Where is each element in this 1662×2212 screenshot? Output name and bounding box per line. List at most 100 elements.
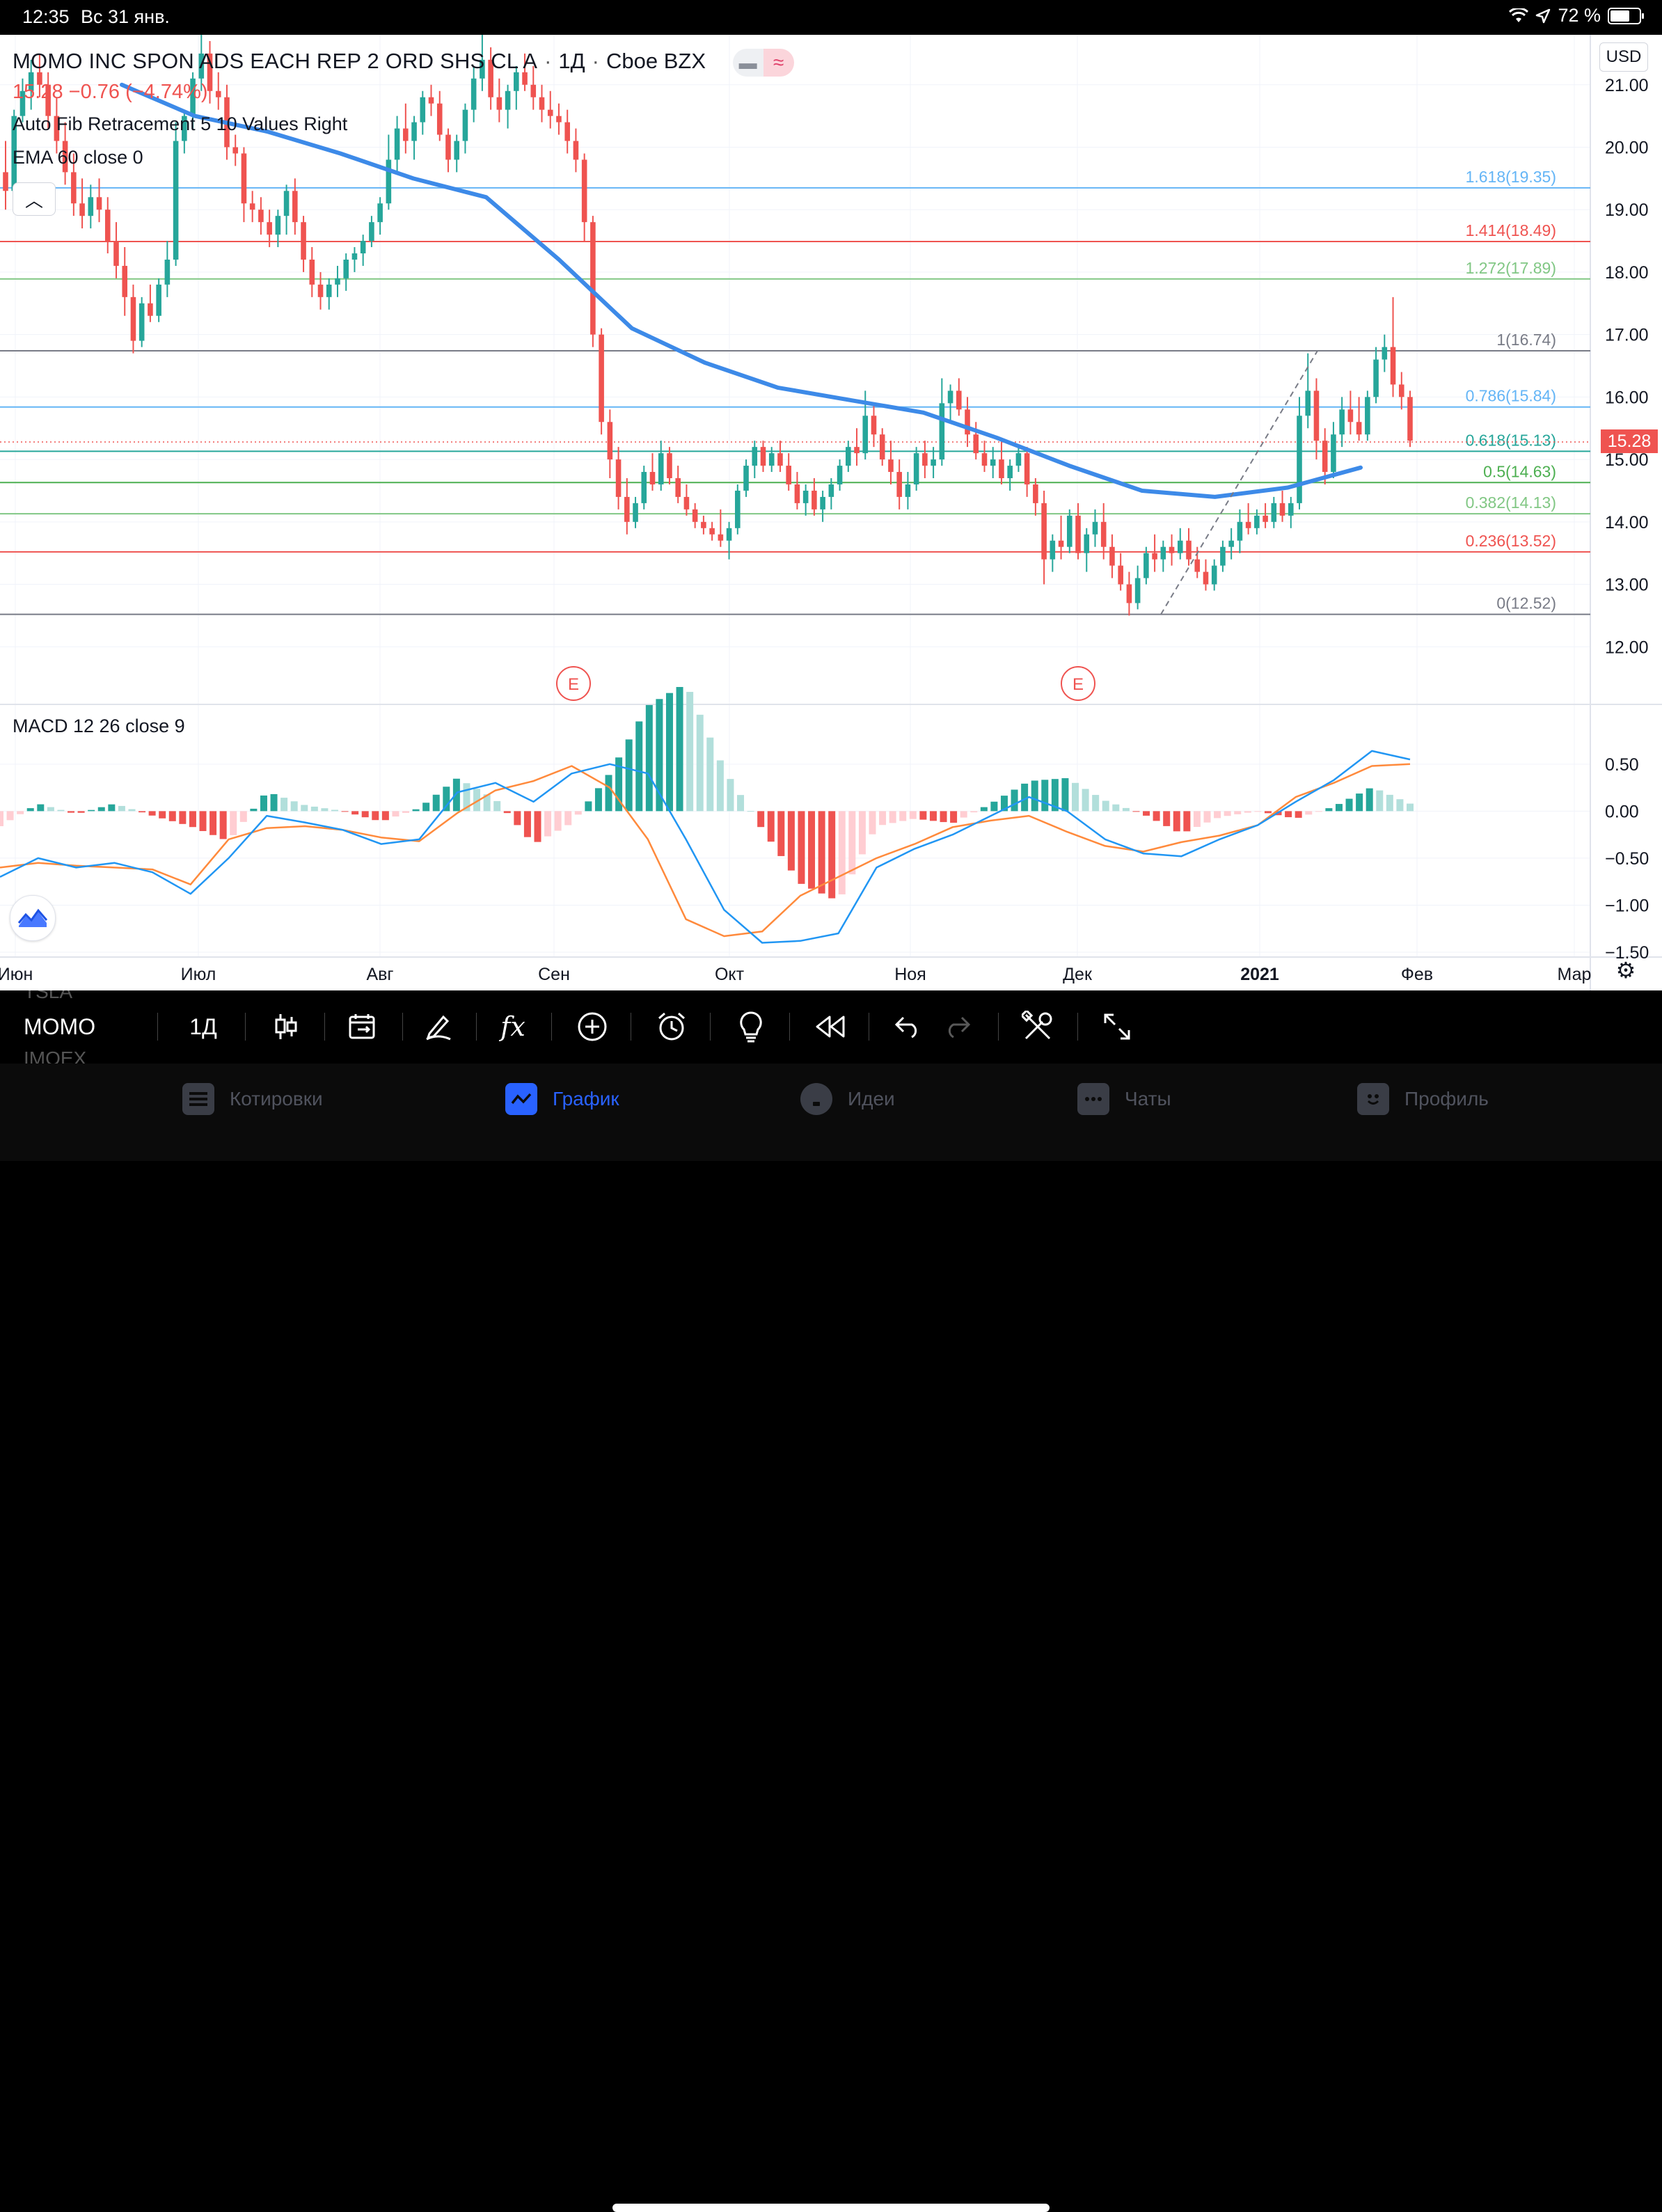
symbol-next[interactable]: IMOEX [24, 1048, 87, 1064]
macd-histogram-bar [503, 811, 511, 814]
candle-down [104, 210, 111, 242]
candle-up [275, 216, 281, 235]
chart-canvas[interactable]: 1.618(19.35) 1.414(18.49) 1.272(17.89) 1(16… [0, 35, 1662, 990]
candle-down [888, 459, 894, 473]
macd-histogram-bar [848, 811, 856, 875]
fx-icon[interactable]: fx [500, 1011, 525, 1042]
macd-histogram-bar [1244, 811, 1251, 813]
candle-down [96, 197, 102, 210]
candle-down [615, 459, 622, 497]
tab-chart-label: График [553, 1088, 619, 1109]
location-icon [1536, 8, 1551, 23]
tab-chats[interactable]: Чаты [1077, 1082, 1171, 1116]
tools-icon[interactable] [1020, 1006, 1055, 1048]
macd-histogram-bar [372, 811, 379, 821]
symbol-current[interactable]: MOMO [24, 1014, 96, 1039]
lightbulb-icon[interactable] [734, 1006, 768, 1048]
status-time: 12:35 [22, 6, 70, 27]
macd-histogram-bar [118, 805, 125, 812]
macd-histogram-bar [1132, 811, 1140, 812]
symbol-title[interactable]: MOMO INC SPON ADS EACH REP 2 ORD SHS CL … [13, 49, 538, 73]
candle-up [828, 484, 834, 497]
macd-histogram-bar [1183, 811, 1191, 832]
candle-down [403, 128, 409, 141]
candle-up [386, 159, 392, 204]
candle-down [232, 147, 239, 154]
price-axis-label: 17.00 [1605, 326, 1649, 345]
compare-toggle[interactable]: ▬ ≈ [732, 48, 794, 77]
battery-icon [1608, 7, 1644, 24]
macd-histogram-bar [858, 811, 866, 855]
time-axis-label: Мар [1558, 965, 1592, 984]
candle-up [360, 241, 366, 254]
symbol-prev[interactable]: TSLA [24, 990, 73, 1002]
tab-profile-label: Профиль [1404, 1088, 1489, 1109]
plus-circle-icon[interactable] [575, 1006, 610, 1048]
tab-chart[interactable]: График [505, 1082, 619, 1116]
collapse-legend-button[interactable]: ︿ [13, 182, 56, 216]
undo-icon[interactable] [892, 1006, 923, 1048]
candle-up [1373, 359, 1379, 397]
macd-histogram-bar [1386, 794, 1393, 812]
macd-legend[interactable]: MACD 12 26 close 9 [13, 716, 185, 736]
redo-icon[interactable] [942, 1006, 973, 1048]
candle-down [130, 297, 136, 341]
candle-down [1347, 409, 1354, 422]
candle-down [1390, 347, 1396, 385]
macd-histogram-bar [1102, 800, 1109, 812]
symbol-picker[interactable]: TSLA MOMO IMOEX [24, 990, 135, 1064]
candle-down [445, 134, 451, 160]
replay-calendar-icon[interactable] [345, 1006, 380, 1048]
fib-level-label: 1.414(18.49) [1466, 221, 1556, 239]
macd-histogram-bar [1295, 811, 1302, 818]
macd-histogram-bar [341, 811, 349, 812]
candle-down [701, 521, 706, 528]
candle-up [820, 496, 825, 509]
interval-button[interactable]: 1Д [189, 1013, 217, 1039]
battery-percent: 72 % [1558, 5, 1601, 26]
bottom-tab-bar: Котировки График Идеи Чаты Профиль [0, 1064, 1662, 2212]
macd-histogram-bar [1031, 780, 1038, 812]
macd-histogram-bar [564, 811, 572, 825]
pen-icon[interactable] [420, 1006, 455, 1048]
fullscreen-icon[interactable] [1100, 1006, 1134, 1048]
macd-histogram-bar [270, 793, 278, 812]
settings-gear-icon[interactable]: ⚙ [1615, 958, 1636, 983]
candle-down [1313, 390, 1320, 441]
candle-down [1322, 441, 1328, 473]
candle-up [1007, 466, 1013, 479]
price-axis-label: 19.00 [1605, 200, 1649, 220]
chart-area[interactable]: 1.618(19.35) 1.414(18.49) 1.272(17.89) 1(16… [0, 35, 1662, 990]
candle-down [1194, 559, 1201, 572]
candle-up [190, 78, 196, 116]
macd-axis-label: −1.50 [1605, 943, 1649, 963]
candle-up [283, 191, 290, 216]
time-axis-label: Дек [1063, 965, 1093, 984]
price-axis-label: 18.00 [1605, 263, 1649, 283]
minus-icon[interactable]: ▬ [732, 48, 763, 77]
tab-ideas-label: Идеи [848, 1088, 895, 1109]
tab-ideas[interactable]: Идеи [800, 1082, 895, 1116]
rewind-icon[interactable] [812, 1006, 848, 1048]
candle-up [164, 259, 171, 285]
candle-up [726, 528, 732, 541]
candle-down [1203, 571, 1209, 585]
approx-icon[interactable]: ≈ [763, 48, 794, 77]
indicator-ema-label[interactable]: EMA 60 close 0 [13, 147, 143, 168]
tab-profile[interactable]: Профиль [1357, 1082, 1489, 1116]
ema-line [120, 82, 1363, 499]
tradingview-logo-icon[interactable] [10, 895, 56, 941]
candle-down [1100, 521, 1107, 547]
tab-quotes[interactable]: Котировки [182, 1082, 323, 1116]
earnings-marker-label: E [1073, 675, 1084, 694]
candles-icon[interactable] [270, 1006, 302, 1048]
candle-up [88, 197, 94, 216]
macd-histogram-bar [381, 811, 389, 821]
candle-up [1134, 578, 1141, 603]
home-indicator [612, 2204, 1050, 2212]
toolbar-divider [710, 1013, 711, 1041]
price-axis-label: 16.00 [1605, 388, 1649, 407]
alarm-icon[interactable] [654, 1006, 689, 1048]
indicator-fib-label[interactable]: Auto Fib Retracement 5 10 Values Right [13, 113, 348, 134]
currency-button[interactable]: USD [1599, 42, 1648, 72]
